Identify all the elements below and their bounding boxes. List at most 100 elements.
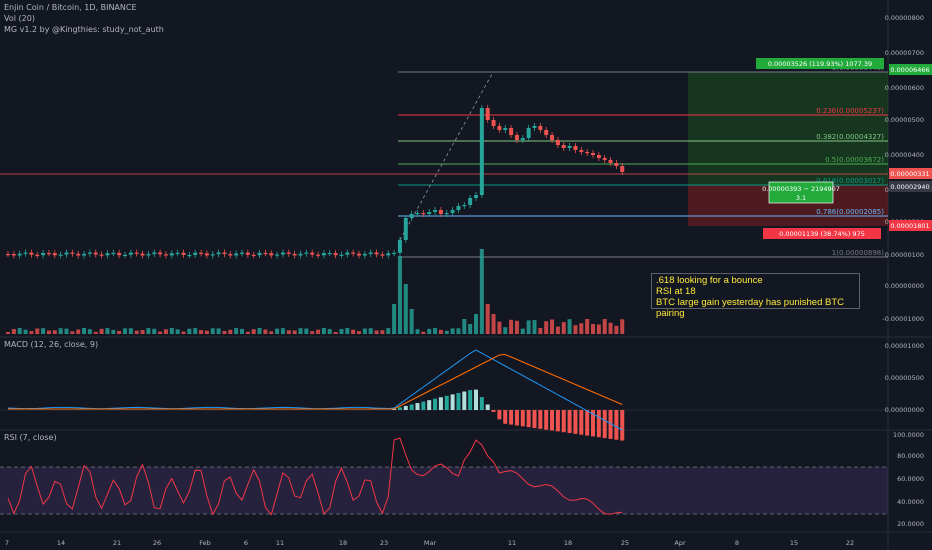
volume-bar: [351, 329, 356, 334]
volume-bar: [421, 331, 426, 334]
candle-body: [35, 254, 40, 256]
volume-bar: [503, 327, 508, 334]
macd-hist-bar: [585, 410, 590, 436]
candle-body: [152, 252, 157, 255]
candle-body: [339, 254, 344, 256]
volume-bar: [82, 328, 87, 334]
macd-hist-bar: [421, 401, 426, 410]
candle-body: [11, 254, 16, 256]
volume-bar: [187, 328, 192, 334]
candle-body: [316, 254, 321, 256]
candle-body: [608, 160, 613, 163]
candle-body: [58, 254, 63, 256]
volume-bar: [52, 330, 57, 334]
volume-bar: [204, 330, 209, 334]
macd-hist-bar: [415, 403, 420, 410]
macd-hist-bar: [550, 410, 555, 431]
time-tick-label: Mar: [424, 539, 437, 547]
study-legend[interactable]: MG v1.2 by @Kingthies: study_not_auth: [4, 25, 164, 34]
macd-axis[interactable]: 0.00001000 0.00000500 0.00000000: [885, 342, 924, 414]
rsi-band: [0, 467, 888, 514]
candle-body: [415, 213, 420, 215]
time-axis[interactable]: 7 14 21 26 Feb 6 11 18 23 Mar 11 18 25 Apr 8 15 22: [5, 539, 854, 547]
volume-bar: [327, 329, 332, 334]
volume-bar: [263, 329, 268, 334]
volume-bar: [485, 304, 490, 334]
volume-bar: [269, 331, 274, 334]
candle-body: [41, 252, 46, 256]
candle-body: [286, 252, 291, 254]
candle-body: [234, 253, 239, 256]
position-entry-label-bg[interactable]: [768, 181, 834, 204]
macd-hist-bar: [579, 410, 584, 435]
volume-bar: [298, 328, 303, 334]
candle-body: [538, 126, 543, 130]
rsi-axis[interactable]: 100.0000 80.0000 60.0000 40.0000 20.0000: [893, 431, 924, 528]
time-tick-label: 26: [153, 539, 161, 547]
candle-body: [93, 252, 98, 255]
candle-body: [245, 252, 250, 255]
volume-bar: [509, 319, 514, 334]
macd-hist-bar: [485, 404, 490, 410]
position-stop-price: 0.00001801: [890, 222, 929, 230]
candle-body: [526, 128, 531, 138]
macd-hist-bar: [403, 405, 408, 410]
volume-bar: [41, 328, 46, 334]
candle-body: [140, 253, 145, 256]
macd-hist-bar: [450, 394, 455, 410]
candle-body: [468, 198, 473, 205]
candle-body: [409, 214, 414, 218]
volume-bar: [29, 331, 34, 334]
volume-bar: [286, 330, 291, 334]
macd-hist-bar: [462, 391, 467, 410]
time-tick-label: Apr: [674, 539, 686, 547]
volume-bar: [591, 323, 595, 334]
candle-body: [123, 254, 127, 256]
macd-hist-bar: [602, 410, 607, 439]
trend-line[interactable]: [399, 73, 493, 241]
last-price-badge: [889, 168, 932, 179]
rsi-tick-label: 100.0000: [893, 431, 924, 439]
macd-tick-label: 0.00001000: [885, 342, 924, 350]
text-note[interactable]: .618 looking for a bounce RSI at 18 BTC …: [651, 273, 860, 319]
position-target-label-bg[interactable]: [756, 58, 884, 69]
volume-bar: [433, 328, 438, 334]
macd-legend[interactable]: MACD (12, 26, close, 9): [4, 340, 99, 349]
volume-bar: [292, 330, 297, 334]
macd-hist-bar: [555, 410, 560, 432]
position-entry-price: 0.00002940: [890, 183, 929, 191]
macd-hist-bar: [479, 397, 484, 410]
volume-bar: [602, 319, 607, 334]
volume-bar: [99, 328, 104, 334]
volume-bar: [333, 331, 338, 334]
candle-body: [70, 252, 75, 254]
position-profit-zone[interactable]: [688, 72, 888, 185]
symbol-title[interactable]: Enjin Coin / Bitcoin, 1D, BINANCE: [4, 3, 137, 12]
time-tick-label: 14: [57, 539, 65, 547]
volume-bar: [6, 332, 10, 334]
candle-body: [222, 252, 227, 255]
volume-bar: [257, 328, 262, 334]
macd-hist-bar: [520, 410, 525, 427]
candle-body: [368, 252, 373, 254]
rsi-legend[interactable]: RSI (7, close): [4, 433, 57, 442]
volume-bar: [216, 328, 221, 334]
candle-body: [374, 252, 379, 255]
candle-body: [403, 218, 408, 240]
macd-hist-bar: [514, 410, 519, 426]
volume-bar: [228, 329, 233, 334]
volume-bar: [193, 328, 198, 334]
rsi-tick-label: 20.0000: [897, 520, 924, 528]
candle-body: [187, 254, 192, 257]
candle-body: [550, 135, 555, 140]
volume-bar: [345, 328, 350, 334]
candle-body: [111, 252, 116, 255]
position-entry-ratio: 3.1: [796, 194, 806, 202]
volume-bar: [70, 331, 75, 334]
volume-legend[interactable]: Vol (20): [4, 14, 35, 23]
volume-bar: [245, 331, 250, 334]
volume-bar: [456, 328, 461, 334]
volume-bar: [222, 330, 227, 334]
position-stop-label-bg[interactable]: [763, 228, 881, 239]
